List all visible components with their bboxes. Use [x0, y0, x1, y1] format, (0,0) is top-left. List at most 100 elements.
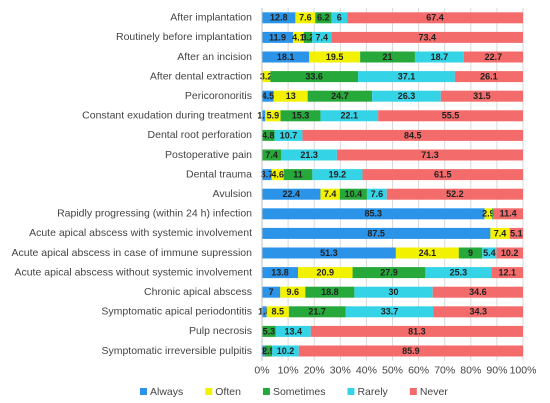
data-label: 7.4	[265, 150, 278, 160]
data-label: 27.9	[380, 267, 398, 277]
bar-segment	[432, 286, 523, 298]
legend-swatch	[140, 388, 147, 395]
data-label: 11	[293, 169, 303, 179]
bar-segment	[492, 208, 494, 220]
bar-segment	[262, 325, 276, 337]
y-tick-label: Constant exudation during treatment	[82, 110, 252, 122]
x-tick-label: 0%	[254, 365, 269, 377]
data-label: 4.6	[271, 169, 284, 179]
legend-label: Rarely	[357, 386, 388, 398]
bar-segment	[425, 267, 492, 279]
y-tick-label: Routinely before implantation	[116, 31, 252, 43]
data-label: 26.1	[480, 71, 498, 81]
bar-segment	[264, 345, 273, 357]
bar-segment	[310, 325, 523, 337]
data-label: 11.4	[500, 209, 517, 219]
bar-segment	[491, 267, 523, 279]
data-label: 19.2	[329, 169, 347, 179]
y-tick-label: Postoperative pain	[165, 149, 252, 161]
data-label: 31.5	[473, 91, 491, 101]
bar-segment	[298, 267, 353, 279]
bar-segment	[484, 208, 493, 220]
data-label: 61.5	[434, 169, 452, 179]
bar-segment	[320, 188, 340, 200]
bar-segment	[265, 110, 281, 122]
data-label: 7	[269, 287, 274, 297]
data-label: 7.4	[316, 32, 329, 42]
data-label: 2.9	[262, 346, 275, 356]
bar-segment	[372, 90, 441, 102]
bar-segment	[280, 110, 321, 122]
bar-segment	[272, 345, 299, 357]
data-label: 19.5	[326, 52, 344, 62]
data-label: 5.3	[263, 326, 276, 336]
x-tick-label: 60%	[408, 365, 429, 377]
data-label: 18.8	[321, 287, 339, 297]
data-label: 5.4	[483, 248, 496, 258]
bar-segment	[283, 169, 313, 181]
data-label: 33.7	[381, 307, 399, 317]
bar-segment	[298, 345, 523, 357]
bar-segment	[273, 90, 308, 102]
data-label: 26.3	[398, 91, 416, 101]
bar-segment	[331, 31, 523, 43]
legend-label: Often	[215, 386, 241, 398]
data-label: 37.1	[398, 71, 416, 81]
bar-segment	[312, 31, 332, 43]
data-label: 10.4	[345, 189, 363, 199]
bar-segment	[347, 12, 523, 24]
bar-segment	[315, 12, 332, 24]
bar-segment	[262, 51, 310, 63]
y-tick-label: Acute apical abscess in case of immune s…	[12, 247, 253, 259]
y-tick-label: Dental trauma	[186, 168, 252, 180]
bar-segment	[262, 110, 266, 122]
bar-segment	[454, 71, 523, 83]
data-label: 10.2	[277, 346, 295, 356]
data-label: 4.5	[262, 91, 275, 101]
y-tick-label: Acute apical abscess without systemic in…	[14, 266, 252, 278]
data-label: 4.8	[262, 130, 275, 140]
legend-label: Sometimes	[273, 386, 326, 398]
bar-segment	[262, 208, 485, 220]
data-label: 7.6	[299, 13, 312, 23]
bar-segment	[275, 325, 311, 337]
data-label: 21.7	[308, 307, 326, 317]
bar-segment	[493, 208, 523, 220]
data-label: 8.5	[272, 307, 285, 317]
y-tick-label: Symptomatic apical periodontitis	[101, 306, 252, 318]
y-tick-label: After an incision	[177, 51, 252, 63]
bar-segment	[362, 169, 523, 181]
bar-segment	[320, 110, 379, 122]
y-tick-label: After implantation	[170, 12, 252, 24]
bar-segment	[378, 110, 523, 122]
data-label: 3.7	[261, 169, 274, 179]
bar-segment	[303, 31, 313, 43]
data-label: 12.8	[270, 13, 288, 23]
data-label: 5.1	[510, 228, 523, 238]
data-label: 85.3	[365, 209, 383, 219]
y-tick-label: Rapidly progressing (within 24 h) infect…	[57, 208, 252, 220]
data-label: 1.8	[258, 307, 271, 317]
bar-segment	[274, 129, 303, 141]
x-tick-label: 20%	[304, 365, 325, 377]
data-label: 24.1	[419, 248, 437, 258]
x-tick-label: 50%	[382, 365, 403, 377]
bar-segment	[414, 51, 464, 63]
bar-segment	[440, 90, 523, 102]
bar-segment	[302, 129, 523, 141]
data-label: 25.3	[450, 267, 468, 277]
bar-segment	[307, 90, 373, 102]
bar-segment	[345, 306, 434, 318]
bar-segment	[352, 267, 426, 279]
bar-segment	[312, 169, 363, 181]
data-label: 7.4	[494, 228, 507, 238]
bar-segment	[262, 31, 294, 43]
bar-segment	[262, 90, 274, 102]
data-label: 85.9	[402, 346, 420, 356]
bar-segment	[366, 188, 387, 200]
bar-segment	[463, 51, 523, 63]
x-tick-label: 90%	[486, 365, 507, 377]
data-label: 30	[389, 287, 399, 297]
bar-segment	[339, 188, 367, 200]
